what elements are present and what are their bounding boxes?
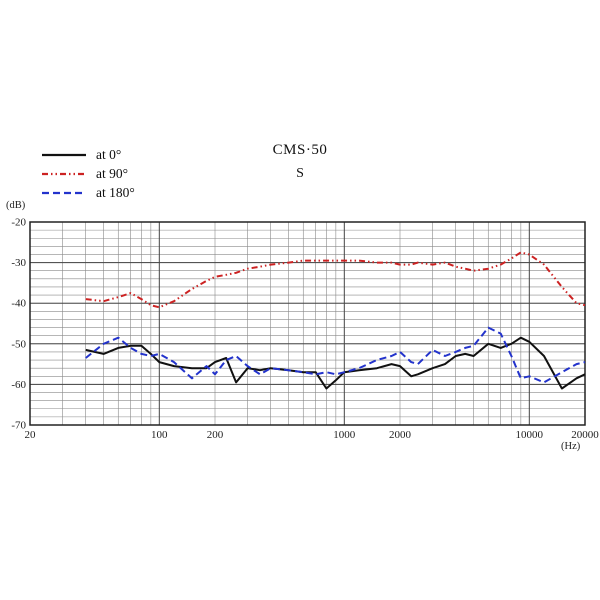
legend: at 0° at 90° at 180° (42, 145, 135, 202)
x-tick-label: 1000 (333, 429, 356, 441)
y-tick-label: -20 (11, 217, 26, 229)
y-tick-label: -30 (11, 257, 26, 269)
y-tick-label: -70 (11, 420, 26, 432)
legend-item-90deg: at 90° (42, 164, 135, 183)
chart-title: CMS·50 (272, 142, 328, 158)
x-tick-label: 10000 (516, 429, 544, 441)
x-axis-unit-label: (Hz) (561, 441, 581, 452)
legend-label-0deg: at 0° (96, 146, 122, 162)
chart-subtitle: S (296, 166, 304, 181)
y-axis-unit-label: (dB) (6, 200, 26, 211)
legend-line-dashdot-icon (42, 172, 86, 175)
plot-frame (29, 221, 586, 426)
x-tick-label: 200 (207, 429, 224, 441)
legend-item-180deg: at 180° (42, 183, 135, 202)
curve-0deg (85, 336, 586, 390)
curve-90deg (85, 251, 586, 309)
legend-label-180deg: at 180° (96, 184, 135, 200)
y-tick-label: -60 (11, 379, 26, 391)
curve-180deg (85, 326, 586, 384)
legend-line-dashed-icon (42, 191, 86, 194)
x-tick-label: 100 (151, 429, 168, 441)
y-tick-label: -50 (11, 338, 26, 350)
x-tick-label: 20000 (571, 429, 599, 441)
y-tick-label: -40 (11, 298, 26, 310)
legend-item-0deg: at 0° (42, 145, 135, 164)
legend-line-solid-icon (42, 153, 86, 156)
legend-label-90deg: at 90° (96, 165, 129, 181)
x-tick-label: 20 (25, 429, 37, 441)
x-tick-label: 2000 (389, 429, 412, 441)
